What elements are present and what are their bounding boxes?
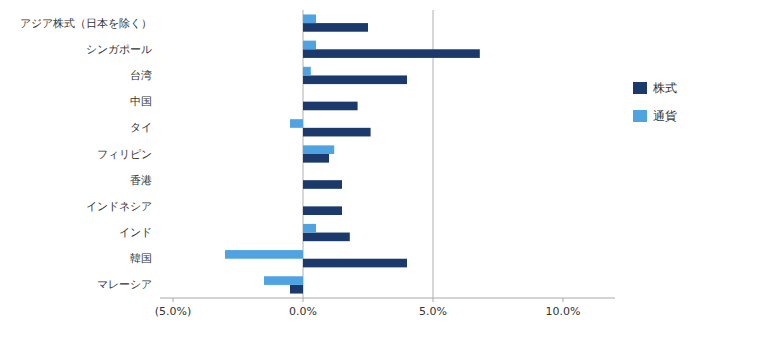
bar — [303, 154, 329, 163]
bar — [303, 233, 350, 242]
x-tick-label: (5.0%) — [155, 305, 192, 318]
legend-label: 通貨 — [653, 109, 677, 123]
y-tick-label: 香港 — [130, 174, 152, 187]
legend-swatch — [633, 110, 647, 122]
bar — [290, 285, 303, 294]
y-tick-label: アジア株式（日本を除く） — [20, 17, 152, 30]
legend-swatch — [633, 82, 647, 94]
y-tick-label: 韓国 — [130, 252, 152, 265]
y-tick-label: フィリピン — [97, 148, 152, 161]
y-tick-label: 台湾 — [130, 69, 152, 82]
bar — [303, 49, 480, 58]
x-tick-label: 10.0% — [546, 305, 581, 318]
chart: (5.0%) 0.0% 5.0% 10.0% マレーシア 韓国 インド インドネシア 香港 フィリ… — [0, 0, 780, 338]
bar — [303, 23, 368, 32]
y-tick-label: マレーシア — [97, 278, 152, 291]
bar — [303, 75, 407, 84]
x-tick — [173, 298, 174, 302]
bar — [303, 206, 342, 215]
bar — [303, 259, 407, 268]
bars — [225, 14, 480, 293]
y-tick-label: インド — [119, 226, 152, 239]
x-tick — [303, 298, 304, 302]
y-tick-label: インドネシア — [86, 200, 152, 213]
bar — [303, 102, 358, 111]
bar — [303, 180, 342, 189]
bar — [290, 119, 303, 128]
bar — [303, 41, 316, 50]
bar — [303, 128, 371, 137]
bar — [303, 198, 304, 207]
x-tick-label: 5.0% — [419, 305, 447, 318]
x-axis-line — [160, 298, 615, 299]
bar — [303, 224, 316, 233]
y-tick-label: 中国 — [130, 95, 152, 108]
x-tick — [433, 298, 434, 302]
bar — [264, 276, 303, 285]
x-tick-label: 0.0% — [289, 305, 317, 318]
bar — [303, 145, 334, 154]
bar — [303, 67, 311, 76]
y-tick-label: タイ — [130, 121, 152, 134]
bar — [225, 250, 303, 259]
bar — [303, 93, 304, 102]
bar — [303, 172, 304, 181]
x-tick — [563, 298, 564, 302]
legend-label: 株式 — [652, 81, 677, 95]
bar — [303, 14, 316, 23]
y-tick-label: シンガポール — [86, 43, 152, 56]
